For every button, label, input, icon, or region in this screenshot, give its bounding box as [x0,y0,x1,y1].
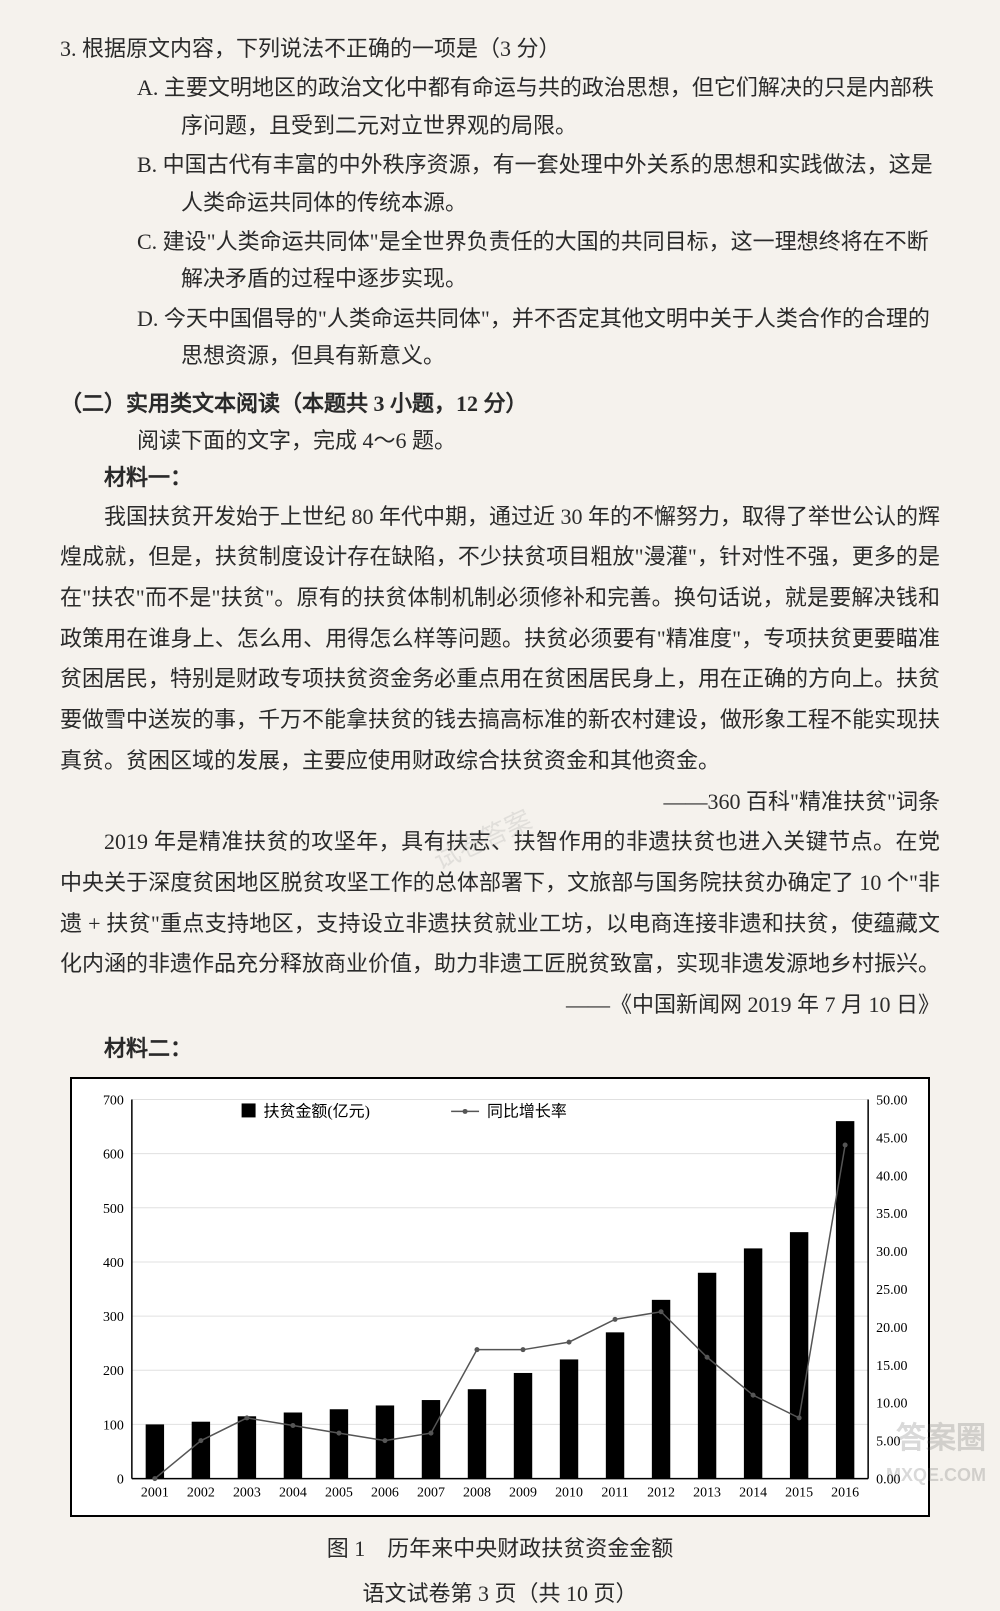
svg-text:2005: 2005 [325,1486,353,1501]
bar-line-chart: 0 100 200 300 400 500 600 700 0.00 5.00 10.00 15.00… [72,1079,928,1515]
material1-cite1: ——360 百科"精准扶贫"词条 [60,782,940,823]
svg-text:400: 400 [103,1256,124,1271]
svg-text:2015: 2015 [785,1486,813,1501]
svg-text:2013: 2013 [693,1486,721,1501]
svg-text:30.00: 30.00 [876,1245,907,1260]
svg-text:700: 700 [103,1093,124,1108]
chart-caption: 图 1 历年来中央财政扶贫资金金额 [60,1531,940,1566]
svg-text:20.00: 20.00 [876,1321,907,1336]
svg-text:2007: 2007 [417,1486,445,1501]
svg-text:40.00: 40.00 [876,1169,907,1184]
svg-text:2001: 2001 [141,1486,169,1501]
svg-text:500: 500 [103,1202,124,1217]
svg-text:25.00: 25.00 [876,1283,907,1298]
q3-stem: 3. 根据原文内容，下列说法不正确的一项是（3 分） [60,30,940,67]
svg-text:2010: 2010 [555,1486,583,1501]
svg-text:2016: 2016 [831,1486,859,1501]
section2-instruction: 阅读下面的文字，完成 4～6 题。 [60,422,940,459]
svg-text:600: 600 [103,1148,124,1163]
svg-text:2014: 2014 [739,1486,767,1501]
svg-text:100: 100 [103,1418,124,1433]
page-footer: 语文试卷第 3 页（共 10 页） [60,1576,940,1611]
svg-text:2012: 2012 [647,1486,675,1501]
svg-text:0.00: 0.00 [876,1473,900,1488]
chart-container: 0 100 200 300 400 500 600 700 0.00 5.00 10.00 15.00… [70,1077,930,1517]
material1-p2: 2019 年是精准扶贫的攻坚年，具有扶志、扶智作用的非遗扶贫也进入关键节点。在党… [60,822,940,985]
svg-text:0: 0 [117,1473,124,1488]
svg-text:10.00: 10.00 [876,1397,907,1412]
svg-text:2004: 2004 [279,1486,307,1501]
material1-cite2: ——《中国新闻网 2019 年 7 月 10 日》 [60,985,940,1026]
material1-p1: 我国扶贫开发始于上世纪 80 年代中期，通过近 30 年的不懈努力，取得了举世公… [60,497,940,782]
q3-option-d: D. 今天中国倡导的"人类命运共同体"，并不否定其他文明中关于人类合作的合理的思… [60,300,940,375]
section2-title: （二）实用类文本阅读（本题共 3 小题，12 分） [60,385,940,422]
svg-text:2006: 2006 [371,1486,399,1501]
q3-option-a: A. 主要文明地区的政治文化中都有命运与共的政治思想，但它们解决的只是内部秩序问… [60,69,940,144]
svg-text:2002: 2002 [187,1486,215,1501]
svg-text:45.00: 45.00 [876,1131,907,1146]
svg-text:35.00: 35.00 [876,1207,907,1222]
svg-text:2008: 2008 [463,1486,491,1501]
material1-label: 材料一： [60,459,940,496]
question-3: 3. 根据原文内容，下列说法不正确的一项是（3 分） A. 主要文明地区的政治文… [60,30,940,375]
svg-text:同比增长率: 同比增长率 [487,1102,567,1120]
svg-text:2003: 2003 [233,1486,261,1501]
q3-option-c: C. 建设"人类命运共同体"是全世界负责任的大国的共同目标，这一理想终将在不断解… [60,223,940,298]
q3-option-b: B. 中国古代有丰富的中外秩序资源，有一套处理中外关系的思想和实践做法，这是人类… [60,146,940,221]
svg-text:扶贫金额(亿元): 扶贫金额(亿元) [264,1102,370,1120]
svg-text:2009: 2009 [509,1486,537,1501]
svg-text:50.00: 50.00 [876,1093,907,1108]
material2-label: 材料二： [60,1030,940,1067]
svg-text:2011: 2011 [601,1486,628,1501]
svg-text:200: 200 [103,1364,124,1379]
svg-text:15.00: 15.00 [876,1359,907,1374]
svg-text:5.00: 5.00 [876,1435,900,1450]
svg-text:300: 300 [103,1310,124,1325]
